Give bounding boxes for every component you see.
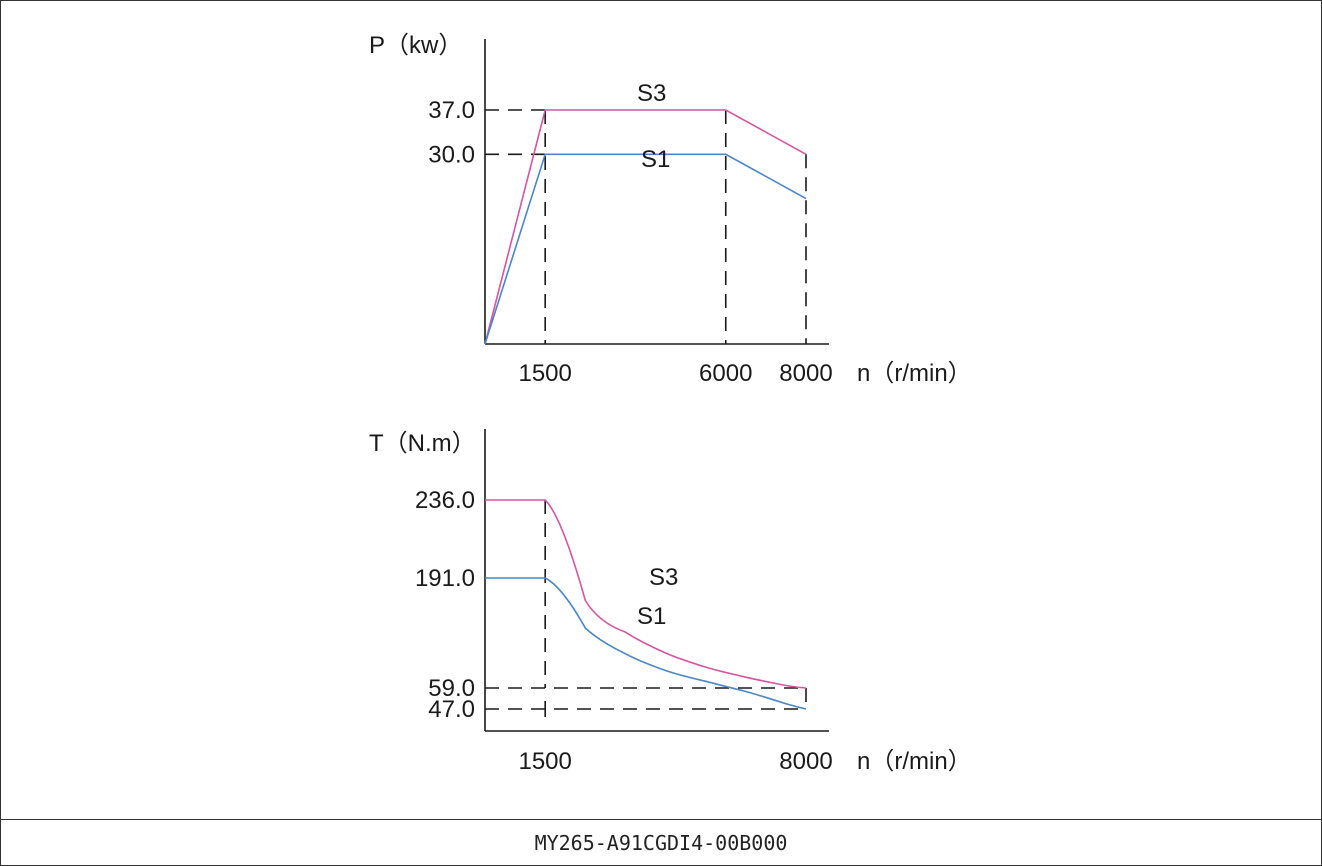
charts-svg: P（kw） n（r/min） 37.0 30.0 1500 6000 8000 S3 S1 T（N… <box>369 32 972 775</box>
chart-area: P（kw） n（r/min） 37.0 30.0 1500 6000 8000 S3 S1 T（N… <box>1 1 1321 819</box>
chart2-y-tick-label: 47.0 <box>428 696 475 723</box>
chart1-x-tick-label: 1500 <box>518 360 571 387</box>
chart2-y-tick-label: 236.0 <box>415 487 475 514</box>
chart2-y-tick-label: 191.0 <box>415 565 475 592</box>
chart2-y-tick-label: 59.0 <box>428 675 475 702</box>
chart1-x-tick-label: 8000 <box>779 360 832 387</box>
chart2-series-label-s1: S1 <box>637 603 666 630</box>
chart1-y-axis-title: P（kw） <box>369 32 462 59</box>
chart1-series-label-s1: S1 <box>641 146 670 173</box>
model-number: MY265-A91CGDI4-00B000 <box>534 831 788 855</box>
chart2-y-axis-title: T（N.m） <box>369 430 476 457</box>
chart1-x-axis-title: n（r/min） <box>857 360 972 387</box>
chart2-series-label-s3: S3 <box>649 564 678 591</box>
model-footer: MY265-A91CGDI4-00B000 <box>1 819 1321 866</box>
chart2-x-axis-title: n（r/min） <box>857 748 972 775</box>
chart2-x-tick-label: 8000 <box>779 748 832 775</box>
chart2-x-tick-label: 1500 <box>518 748 571 775</box>
chart1-series-s3-line <box>484 109 807 345</box>
chart1-y-tick-label: 37.0 <box>428 97 475 124</box>
chart1-x-tick-label: 6000 <box>699 360 752 387</box>
chart2-series-s3-line <box>485 499 807 689</box>
chart1-y-tick-label: 30.0 <box>428 141 475 168</box>
chart1-series-label-s3: S3 <box>637 80 666 107</box>
chart2-series-s1-line <box>485 577 807 710</box>
chart1-series-s1-line <box>484 153 807 345</box>
